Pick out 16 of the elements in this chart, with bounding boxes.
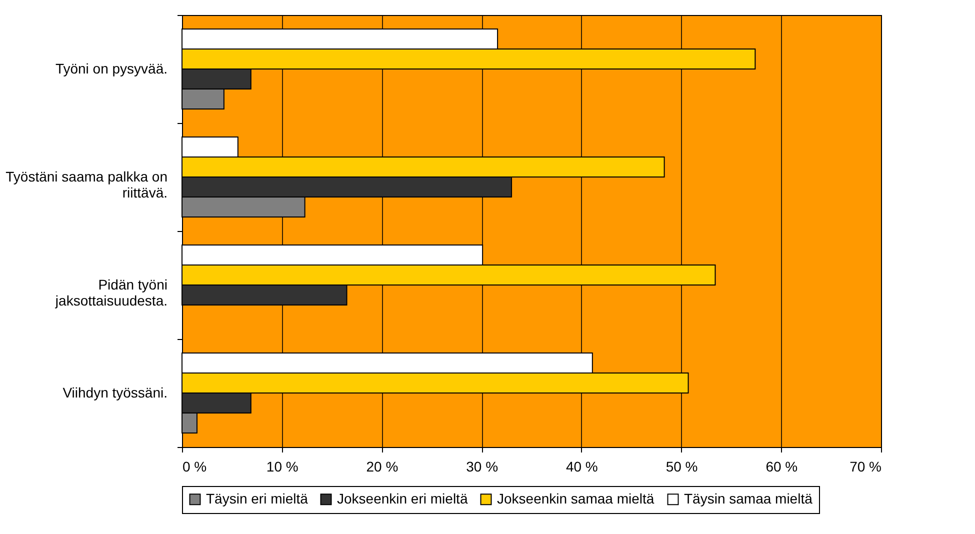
y-tick-label: Työni on pysyvää.: [55, 60, 168, 76]
x-tick-label: 10 %: [266, 458, 298, 474]
x-tick-label: 20 %: [366, 458, 398, 474]
x-tick-label: 50 %: [666, 458, 698, 474]
x-tick-label: 60 %: [766, 458, 798, 474]
x-tick-label: 70 %: [850, 458, 882, 474]
y-tick-label: Viihdyn työssäni.: [62, 384, 168, 400]
legend-label: Täysin samaa mieltä: [684, 490, 813, 506]
legend-label: Täysin eri mieltä: [206, 490, 308, 506]
legend-label: Jokseenkin samaa mieltä: [497, 490, 654, 506]
legend-label: Jokseenkin eri mieltä: [337, 490, 468, 506]
y-tick-label: Työstäni saama palkka on riittävä.: [6, 168, 168, 200]
x-tick-label: 40 %: [566, 458, 598, 474]
x-tick-label: 30 %: [466, 458, 498, 474]
y-tick-label: Pidän työni jaksottaisuudesta.: [54, 276, 168, 308]
x-tick-label: 0 %: [182, 458, 207, 474]
